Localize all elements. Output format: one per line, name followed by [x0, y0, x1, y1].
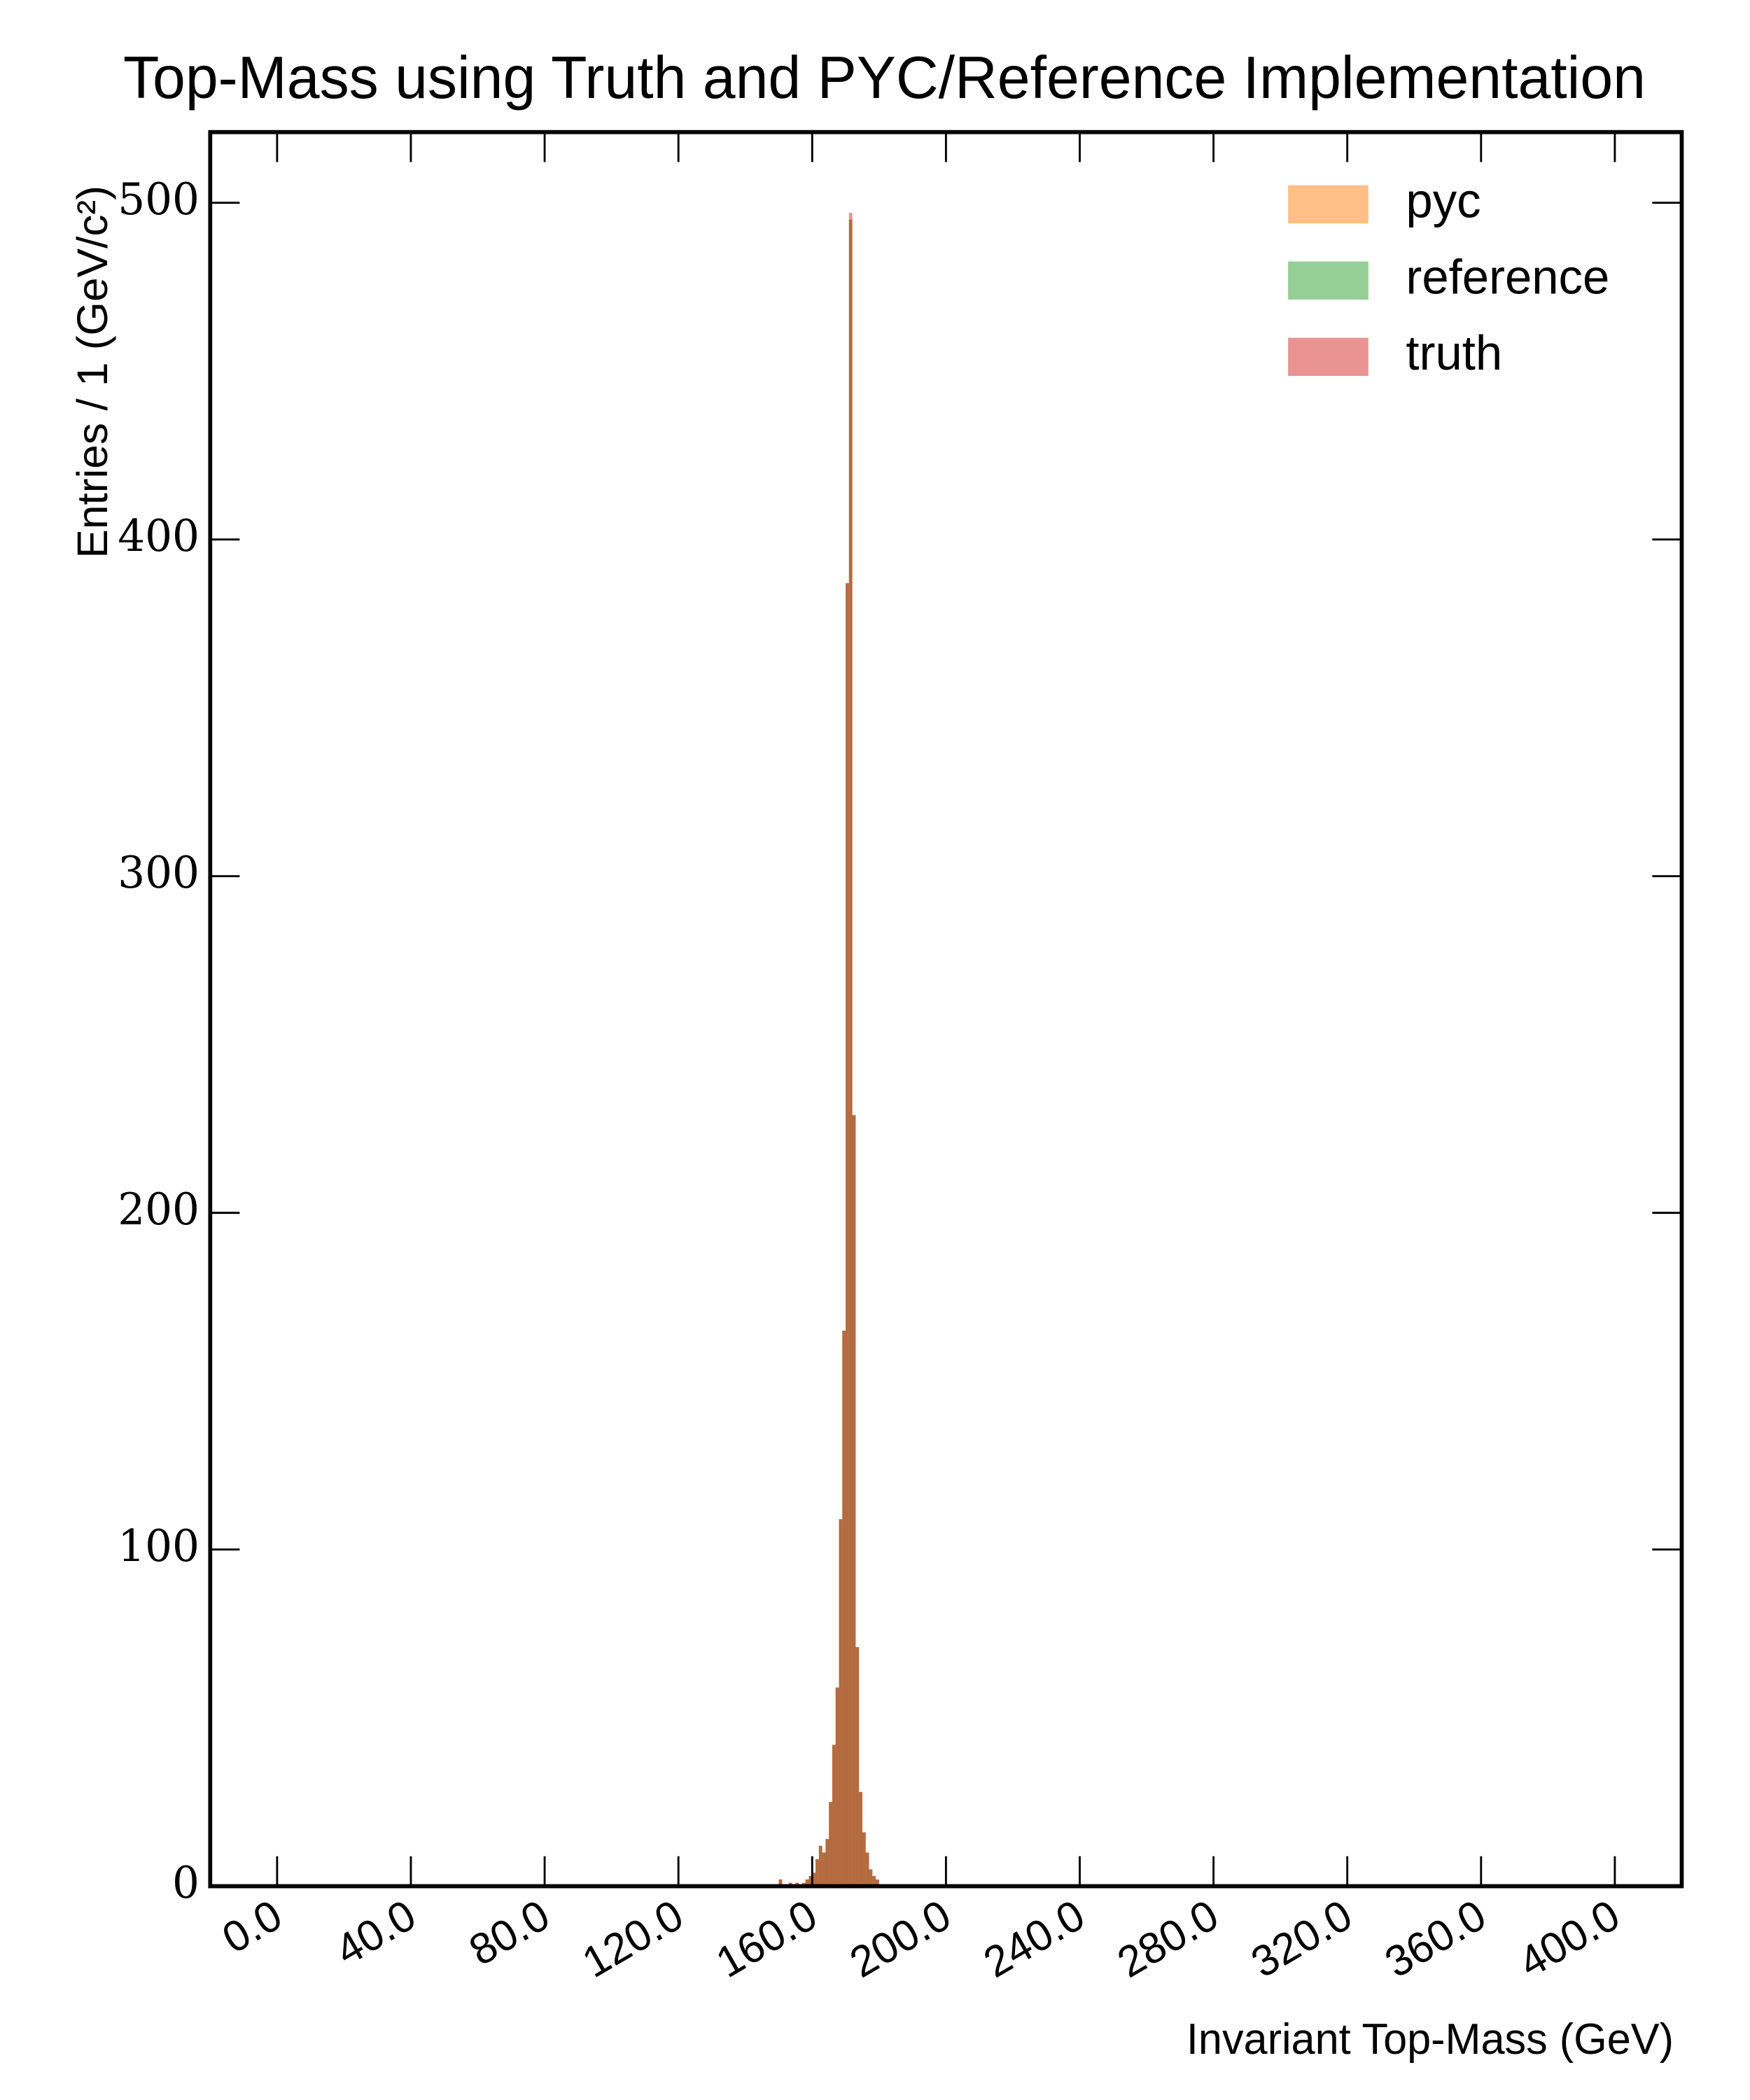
bar: [862, 1832, 866, 1886]
bar: [778, 1879, 783, 1886]
bar: [846, 583, 849, 1886]
bar: [872, 1876, 876, 1886]
chart-title: Top-Mass using Truth and PYC/Reference I…: [123, 43, 1646, 111]
bar: [829, 1802, 832, 1886]
x-tick-label: 80.0: [461, 1891, 557, 1975]
legend-swatch: [1288, 261, 1368, 300]
y-axis-label: Entries / 1 (GeV/c²): [69, 186, 116, 559]
bar: [859, 1791, 862, 1886]
series-1: [778, 219, 879, 1886]
bar: [822, 1852, 826, 1886]
y-tick-label: 300: [118, 847, 200, 898]
plot-frame: [208, 130, 1684, 1889]
legend-label: truth: [1406, 326, 1502, 381]
y-tick-label: 100: [118, 1520, 200, 1572]
x-tick-label: 120.0: [575, 1891, 692, 1987]
bar: [869, 1869, 873, 1886]
series-2: [778, 213, 879, 1886]
x-tick-label: 200.0: [842, 1891, 959, 1987]
bar: [816, 1859, 819, 1886]
x-tick-label: 280.0: [1110, 1891, 1226, 1987]
bar: [855, 1647, 860, 1886]
bar: [852, 1115, 856, 1886]
y-tick-label: 500: [118, 174, 200, 225]
bar: [808, 1876, 813, 1886]
bar: [818, 1845, 822, 1886]
legend-label: pyc: [1406, 173, 1480, 228]
x-axis-label: Invariant Top-Mass (GeV): [1186, 2015, 1674, 2064]
bar: [848, 213, 853, 1886]
bar: [812, 1872, 816, 1886]
legend-swatch: [1288, 185, 1368, 224]
y-tick-label: 0: [172, 1857, 200, 1908]
y-tick-label: 200: [118, 1184, 200, 1235]
x-tick-label: 160.0: [708, 1891, 825, 1987]
bar: [839, 1519, 843, 1886]
series-0: [778, 219, 879, 1886]
bar: [825, 1839, 830, 1886]
x-tick-label: 240.0: [976, 1891, 1093, 1987]
legend-label: reference: [1406, 249, 1609, 304]
bar: [835, 1687, 839, 1886]
bar: [876, 1879, 879, 1886]
bar: [832, 1744, 836, 1886]
x-tick-label: 40.0: [328, 1891, 424, 1975]
bar: [865, 1852, 869, 1886]
x-tick-label: 400.0: [1511, 1891, 1628, 1987]
bar: [842, 1330, 846, 1886]
legend-swatch: [1288, 337, 1368, 376]
x-tick-label: 360.0: [1377, 1891, 1494, 1987]
y-tick-label: 400: [118, 510, 200, 561]
x-tick-label: 320.0: [1243, 1891, 1360, 1987]
bar: [805, 1879, 809, 1886]
x-tick-label: 0.0: [214, 1891, 290, 1963]
